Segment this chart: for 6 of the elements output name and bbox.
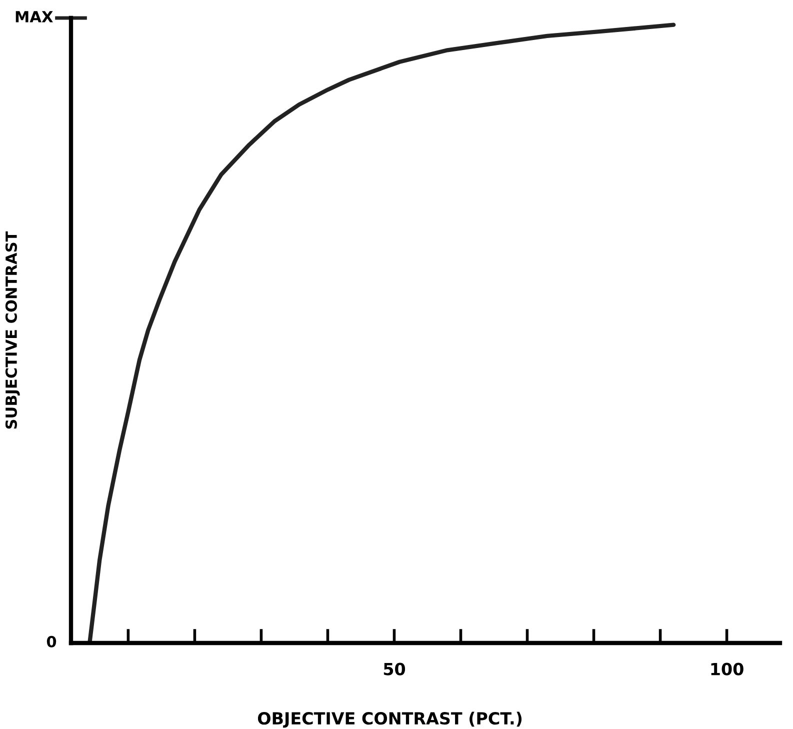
text: MAX <box>16 11 53 22</box>
x-axis-title: OBJECTIVE CONTRAST (PCT.) <box>258 712 522 728</box>
x-tick-label: 50 <box>384 662 406 676</box>
y-axis-title: SUBJECTIVE CONTRAST <box>5 231 20 429</box>
x-tick-label: 100 <box>711 662 744 676</box>
text: 0 <box>46 636 56 648</box>
